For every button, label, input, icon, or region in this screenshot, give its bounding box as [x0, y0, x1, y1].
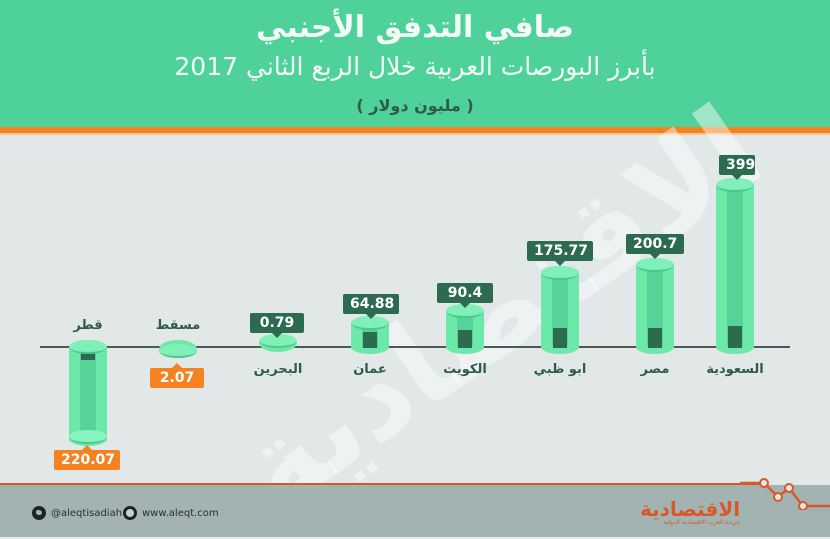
category-label-kuwait: الكويت [443, 362, 487, 377]
bar-amman [351, 316, 389, 354]
bar-cap [351, 316, 389, 330]
bar-cap [716, 178, 754, 192]
bar-cap [259, 334, 297, 348]
value-label-egypt: 200.7 [626, 234, 684, 259]
twitter-handle-text: @aleqtisadiah [51, 507, 123, 519]
logo-text: الاقتصادية [640, 497, 741, 521]
value-label-abudhabi: 175.77 [527, 241, 593, 266]
bar-cap [446, 304, 484, 318]
chart-title: صافي التدفق الأجنبي [255, 10, 575, 45]
value-label-saudi: 399 [719, 155, 755, 180]
value-label-qatar: 220.07 [54, 445, 120, 470]
orange-divider-light [0, 133, 830, 135]
category-label-abudhabi: ابو ظبي [533, 362, 587, 377]
footer-band [0, 485, 830, 537]
value-label-muscat: 2.07 [150, 363, 204, 388]
twitter-icon [32, 506, 46, 520]
website-link[interactable]: www.aleqt.com [123, 506, 219, 520]
bar-qatar [69, 340, 107, 446]
bar-bottom-cap [69, 430, 107, 444]
bar-cap [159, 344, 197, 358]
bar-base [728, 326, 742, 348]
orange-divider [0, 127, 830, 133]
bar-base [363, 332, 377, 348]
footer-accent-line [0, 483, 760, 485]
globe-icon [123, 506, 137, 520]
trend-line-icon [740, 478, 830, 510]
chart-subtitle: بأبرز البورصات العربية خلال الربع الثاني… [174, 52, 656, 81]
bar-base [458, 330, 472, 348]
bar-kuwait [446, 304, 484, 354]
bar-saudi [716, 178, 754, 354]
value-label-kuwait: 90.4 [437, 283, 493, 308]
category-label-muscat: مسقط [155, 318, 201, 333]
bar-base [553, 328, 567, 348]
zero-baseline [40, 346, 790, 348]
category-label-amman: عمان [353, 362, 387, 377]
website-text: www.aleqt.com [142, 507, 219, 519]
bar-base [648, 328, 662, 348]
bar-highlight [727, 186, 743, 346]
category-label-saudi: السعودية [706, 362, 764, 377]
bar-egypt [636, 258, 674, 354]
twitter-handle[interactable]: @aleqtisadiah [32, 506, 122, 520]
logo-tagline: جريدة العرب الاقتصادية الدولية [663, 519, 741, 526]
category-label-egypt: مصر [640, 362, 670, 377]
category-label-qatar: قطر [73, 318, 103, 333]
watermark: الاقتصادية [214, 80, 787, 539]
unit-label: ( مليون دولار ) [356, 96, 474, 115]
category-label-bahrain: البحرين [253, 362, 303, 377]
header-band: صافي التدفق الأجنبي بأبرز البورصات العرب… [0, 0, 830, 127]
bar-cap [541, 266, 579, 280]
bar-muscat [159, 340, 197, 360]
bar-highlight [647, 266, 663, 346]
bar-cap [636, 258, 674, 272]
value-label-bahrain: 0.79 [250, 313, 304, 338]
bar-abudhabi [541, 266, 579, 354]
bar-highlight [80, 348, 96, 438]
bar-bahrain [259, 334, 297, 354]
value-label-amman: 64.88 [343, 294, 399, 319]
brand-logo: الاقتصادية جريدة العرب الاقتصادية الدولي… [640, 499, 740, 527]
bar-cap [69, 340, 107, 354]
